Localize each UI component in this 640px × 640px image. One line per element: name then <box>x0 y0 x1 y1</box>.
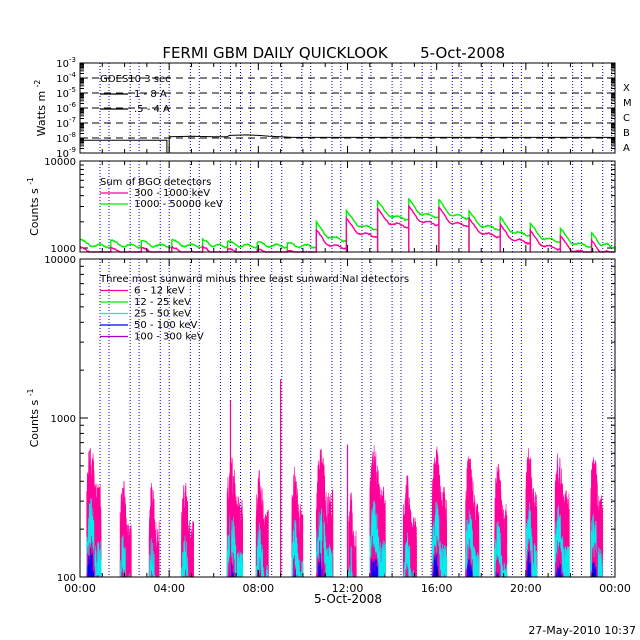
chart-title: FERMI GBM DAILY QUICKLOOK <box>162 44 389 62</box>
goes-series-line <box>80 134 615 154</box>
x-axis-label: 5-Oct-2008 <box>314 592 382 606</box>
y-tick-label: 10-8 <box>56 131 76 145</box>
y-tick-label: 10-9 <box>56 146 76 160</box>
y-tick-label: 10-4 <box>56 71 76 85</box>
goes-y-axis-label: Watts m -2 <box>33 80 48 137</box>
time-axis: 00:00 04:00 08:00 12:00 16:00 20:00 00:00 <box>64 582 631 595</box>
chart-date: 5-Oct-2008 <box>420 44 505 62</box>
legend-label: 300 - 1000 keV <box>134 188 210 199</box>
nai-panel: 10000 1000 100 Three most sunward minus thr… <box>26 255 616 584</box>
legend-label: 1000 - 50000 keV <box>134 199 223 210</box>
y-tick-label: 10-6 <box>56 101 76 115</box>
flare-class-label: A <box>623 143 630 154</box>
legend-label: .5 - 4 A <box>134 104 170 115</box>
x-tick-label: 00:00 <box>64 582 96 595</box>
legend-label: 12 - 25 keV <box>134 297 191 308</box>
bgo-y-axis-label: Counts s -1 <box>26 177 41 236</box>
bgo-series-line <box>79 197 616 252</box>
legend-label: 1 - 8 A <box>134 89 167 100</box>
flare-class-label: M <box>623 98 632 109</box>
nai-y-axis-label: Counts s -1 <box>26 388 41 447</box>
x-tick-label: 20:00 <box>510 582 542 595</box>
y-tick-label: 100 <box>57 573 76 584</box>
flare-class-label: X <box>623 83 630 94</box>
nai-burst-mark <box>348 492 357 578</box>
x-tick-label: 16:00 <box>421 582 453 595</box>
x-tick-label: 00:00 <box>599 582 631 595</box>
y-tick-label: 1000 <box>51 244 76 255</box>
x-tick-label: 12:00 <box>332 582 364 595</box>
legend-label: 50 - 100 keV <box>134 320 198 331</box>
footer-timestamp: 27-May-2010 10:37 <box>528 624 636 637</box>
y-tick-label: 10-7 <box>56 116 76 130</box>
y-tick-label: 10-5 <box>56 86 76 100</box>
legend-label: 6 - 12 keV <box>134 286 185 297</box>
nai-burst-mark <box>291 519 304 578</box>
y-tick-label: 10000 <box>44 255 76 266</box>
x-tick-label: 08:00 <box>242 582 274 595</box>
y-tick-label: 10000 <box>44 157 76 168</box>
legend-title: GOES10 3 sec <box>100 74 171 85</box>
flare-class-label: B <box>623 128 630 139</box>
legend-title: Three most sunward minus three least sun… <box>99 274 409 285</box>
y-tick-label: 10-3 <box>56 56 76 70</box>
y-tick-label: 1000 <box>51 414 76 425</box>
legend-label: 100 - 300 keV <box>134 332 204 343</box>
legend-label: 25 - 50 keV <box>134 309 191 320</box>
flare-class-label: C <box>623 113 630 124</box>
legend-title: Sum of BGO detectors <box>100 177 211 188</box>
x-tick-label: 04:00 <box>153 582 185 595</box>
